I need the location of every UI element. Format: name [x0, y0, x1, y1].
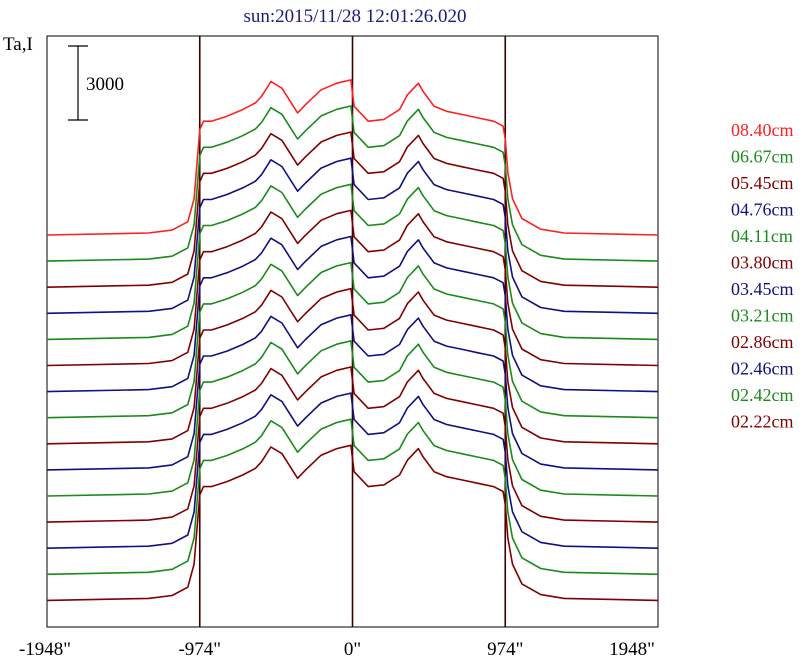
series-line-03.21cm — [46, 261, 659, 419]
series-line-trace-15 — [46, 444, 659, 602]
series-line-02.42cm — [46, 340, 659, 497]
x-tick-label: 974" — [487, 639, 523, 660]
series-line-06.67cm — [46, 105, 659, 262]
legend-item: 04.76cm — [731, 200, 794, 220]
legend-item: 03.45cm — [731, 279, 794, 299]
legend-item: 03.80cm — [731, 253, 794, 273]
legend-item: 08.40cm — [731, 120, 794, 140]
series-line-04.11cm — [46, 183, 659, 341]
x-tick-labels: -1948" -974" 0" 974" 1948" — [19, 639, 655, 660]
legend-item: 03.21cm — [731, 306, 794, 326]
x-tick-label: -1948" — [19, 639, 71, 660]
series-line-03.80cm — [46, 209, 659, 367]
series-line-02.86cm — [46, 287, 659, 445]
series-line-03.45cm — [46, 235, 659, 393]
x-tick-label: 1948" — [609, 639, 655, 660]
legend-item: 02.22cm — [731, 412, 794, 432]
y-axis-label: Ta,I — [3, 34, 33, 55]
legend-item: 04.11cm — [731, 226, 793, 246]
legend-item: 02.42cm — [731, 385, 794, 405]
legend-item: 05.45cm — [731, 173, 794, 193]
series-line-02.22cm — [46, 366, 659, 523]
x-tick-label: -974" — [178, 639, 221, 660]
legend-item: 06.67cm — [731, 147, 794, 167]
series-line-05.45cm — [46, 131, 659, 288]
scale-bar-label: 3000 — [86, 74, 124, 95]
legend-item: 02.46cm — [731, 359, 794, 379]
series-line-02.46cm — [46, 313, 659, 471]
series-line-trace-14 — [46, 418, 659, 576]
series-group — [46, 79, 659, 602]
legend-item: 02.86cm — [731, 332, 794, 352]
series-line-08.40cm — [46, 79, 659, 236]
x-tick-label: 0" — [344, 639, 361, 660]
scale-bar: 3000 — [68, 45, 124, 121]
series-line-trace-13 — [46, 392, 659, 549]
legend: 08.40cm 06.67cm 05.45cm 04.76cm 04.11cm 03.80… — [731, 120, 794, 432]
chart-title: sun:2015/11/28 12:01:26.020 — [243, 6, 466, 27]
series-line-04.76cm — [46, 157, 659, 315]
